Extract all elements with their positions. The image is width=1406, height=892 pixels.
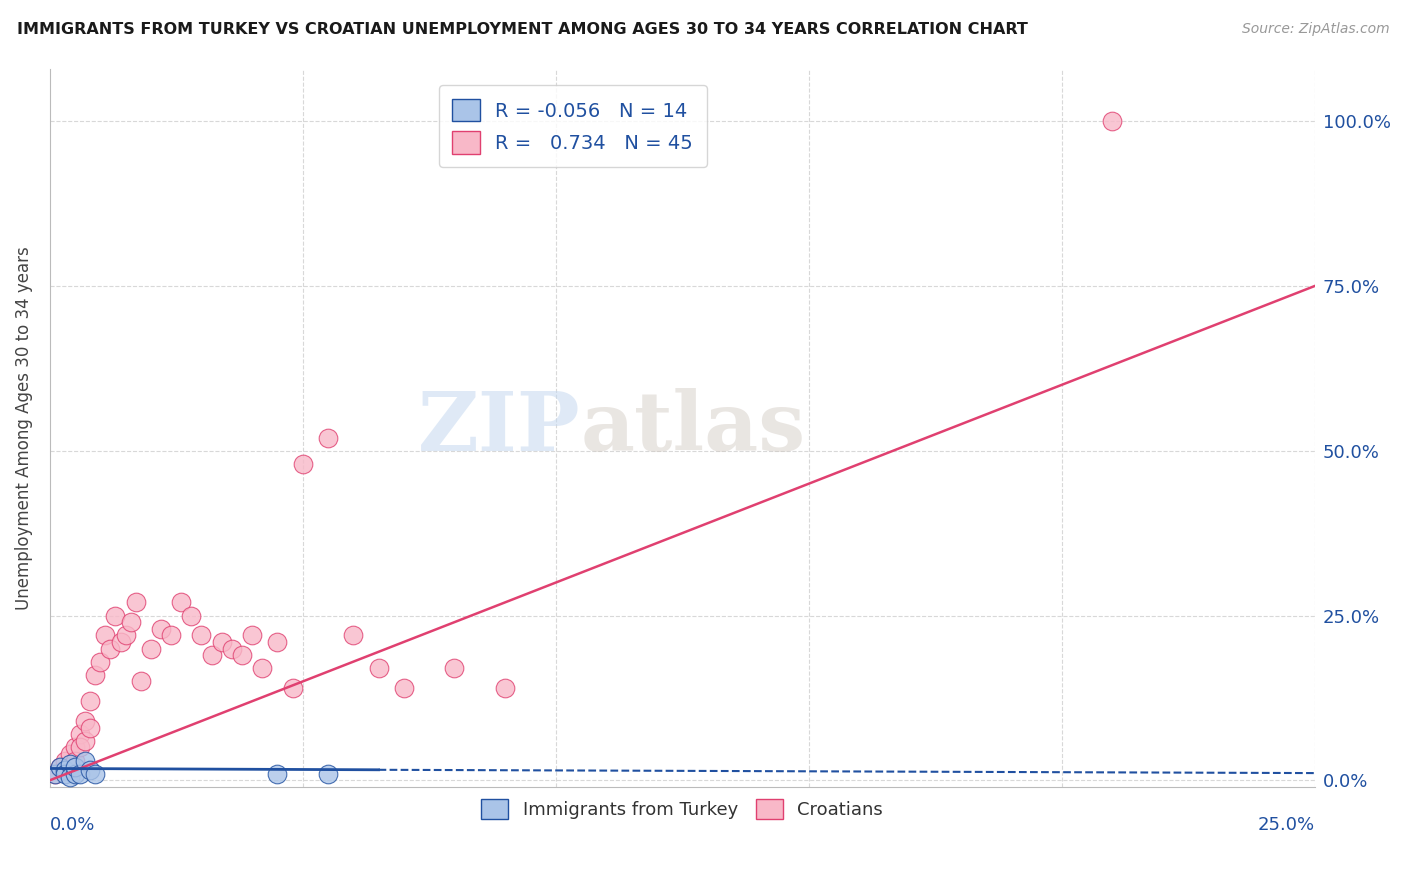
Point <box>69 766 91 780</box>
Point <box>63 766 86 780</box>
Point <box>125 595 148 609</box>
Point <box>100 641 122 656</box>
Point <box>211 635 233 649</box>
Point <box>266 635 288 649</box>
Point <box>281 681 304 695</box>
Point <box>59 756 82 771</box>
Point <box>53 766 76 780</box>
Point <box>139 641 162 656</box>
Point <box>63 754 86 768</box>
Point <box>170 595 193 609</box>
Point <box>104 608 127 623</box>
Point <box>149 622 172 636</box>
Legend: Immigrants from Turkey, Croatians: Immigrants from Turkey, Croatians <box>472 790 893 828</box>
Point <box>69 727 91 741</box>
Point <box>75 733 97 747</box>
Point <box>89 655 111 669</box>
Point <box>69 740 91 755</box>
Point <box>79 764 101 778</box>
Text: IMMIGRANTS FROM TURKEY VS CROATIAN UNEMPLOYMENT AMONG AGES 30 TO 34 YEARS CORREL: IMMIGRANTS FROM TURKEY VS CROATIAN UNEMP… <box>17 22 1028 37</box>
Point <box>53 754 76 768</box>
Text: atlas: atlas <box>581 388 806 467</box>
Point <box>94 628 117 642</box>
Point <box>190 628 212 642</box>
Point <box>231 648 253 662</box>
Y-axis label: Unemployment Among Ages 30 to 34 years: Unemployment Among Ages 30 to 34 years <box>15 246 32 609</box>
Point <box>79 694 101 708</box>
Point <box>53 764 76 778</box>
Text: ZIP: ZIP <box>419 388 581 467</box>
Text: 0.0%: 0.0% <box>49 815 96 834</box>
Point <box>443 661 465 675</box>
Point <box>392 681 415 695</box>
Point <box>200 648 222 662</box>
Point <box>120 615 142 629</box>
Point <box>84 766 107 780</box>
Point <box>59 760 82 774</box>
Point <box>316 431 339 445</box>
Point <box>49 760 72 774</box>
Point <box>75 754 97 768</box>
Point <box>494 681 516 695</box>
Point <box>44 766 66 780</box>
Point <box>367 661 389 675</box>
Point <box>79 721 101 735</box>
Point <box>250 661 273 675</box>
Point <box>63 760 86 774</box>
Point <box>49 760 72 774</box>
Point <box>75 714 97 728</box>
Point <box>129 674 152 689</box>
Point <box>342 628 364 642</box>
Point <box>63 740 86 755</box>
Point <box>291 457 314 471</box>
Text: 25.0%: 25.0% <box>1257 815 1315 834</box>
Point <box>59 747 82 761</box>
Point <box>316 766 339 780</box>
Text: Source: ZipAtlas.com: Source: ZipAtlas.com <box>1241 22 1389 37</box>
Point <box>180 608 202 623</box>
Point <box>160 628 183 642</box>
Point <box>240 628 263 642</box>
Point <box>1101 114 1123 128</box>
Point <box>59 770 82 784</box>
Point <box>221 641 243 656</box>
Point <box>114 628 136 642</box>
Point <box>110 635 132 649</box>
Point <box>266 766 288 780</box>
Point <box>84 668 107 682</box>
Point <box>44 766 66 780</box>
